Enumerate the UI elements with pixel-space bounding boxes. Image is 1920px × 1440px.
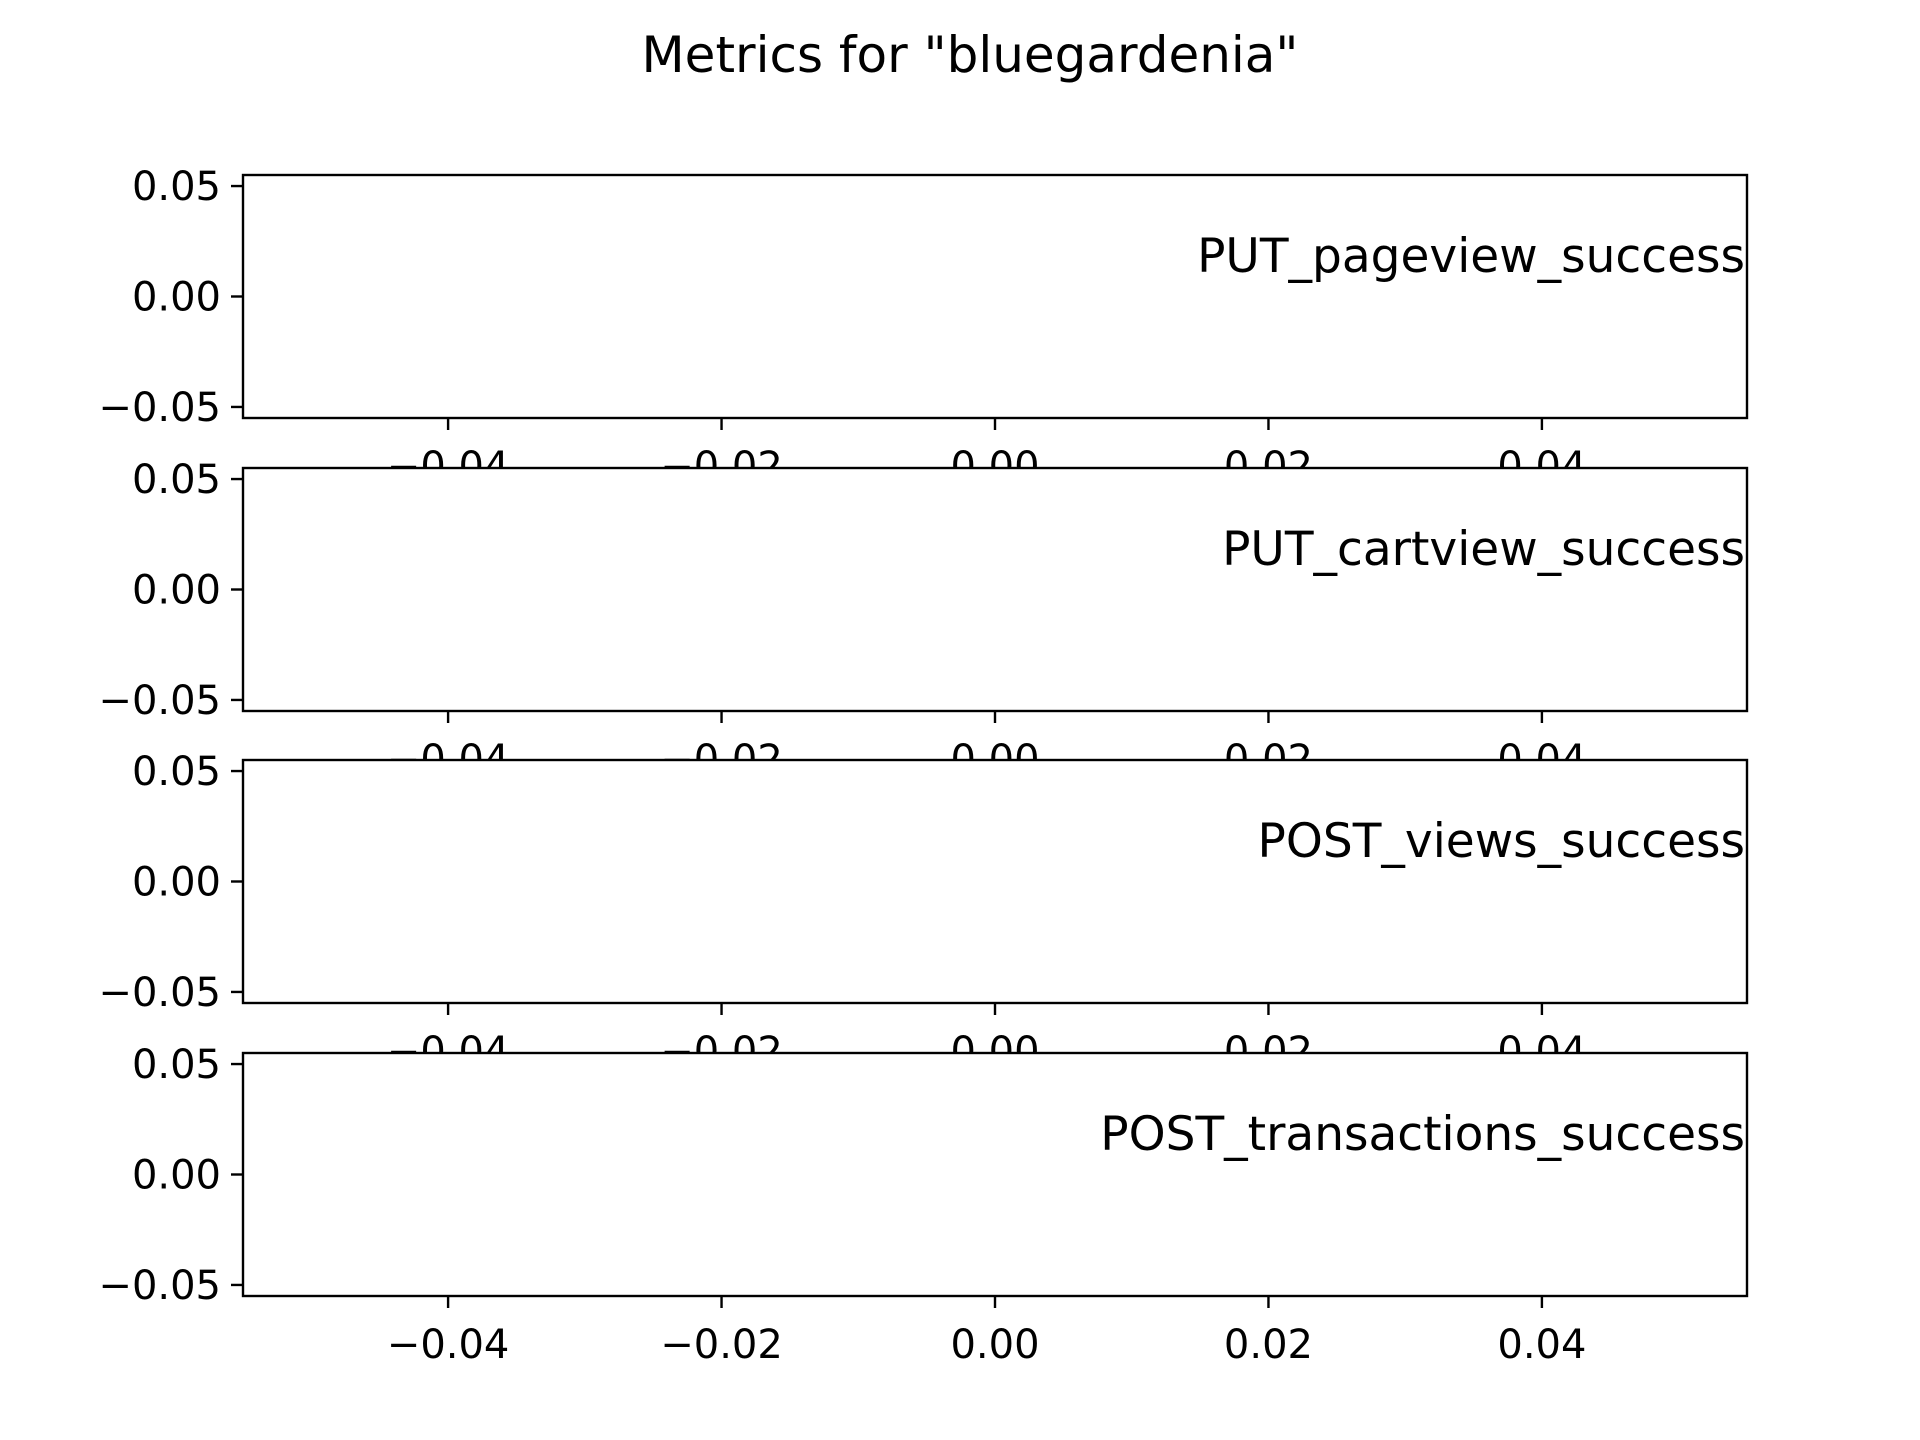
x-tick-label: −0.02	[660, 1322, 783, 1368]
axes-frame	[241, 758, 1749, 1005]
y-tick-label: 0.00	[132, 568, 221, 614]
subplot-axes-2: −0.05 0.00 0.05 PUT_cartview_success	[98, 457, 1749, 724]
y-tick-label: 0.05	[132, 457, 221, 503]
subplot-axes-4: −0.05 0.00 0.05 POST_transactions_success	[98, 1042, 1749, 1309]
x-tick-label: 0.04	[1497, 1322, 1586, 1368]
panel-label: POST_transactions_success	[1100, 1107, 1745, 1162]
y-tick-label: −0.05	[98, 385, 221, 431]
y-tick-label: 0.00	[132, 275, 221, 321]
y-tick-label: −0.05	[98, 970, 221, 1016]
subplot-panels: −0.04 −0.02 0.00 0.02 0.04−0.04 −0.02 0.00 0.02…	[98, 164, 1749, 1368]
y-tick-label: 0.05	[132, 164, 221, 210]
y-tick-label: −0.05	[98, 678, 221, 724]
x-tick-label: 0.02	[1224, 1322, 1313, 1368]
y-tick-label: 0.05	[132, 1042, 221, 1088]
axes-frame	[241, 173, 1749, 420]
panel-label: POST_views_success	[1258, 814, 1745, 869]
x-tick-label: 0.00	[950, 1322, 1039, 1368]
x-tick-label: −0.04	[387, 1322, 510, 1368]
panel-label: PUT_pageview_success	[1197, 229, 1745, 284]
y-tick-label: 0.05	[132, 749, 221, 795]
subplot-axes-1: −0.05 0.00 0.05 PUT_pageview_success	[98, 164, 1749, 431]
subplot-axes-3: −0.05 0.00 0.05 POST_views_success	[98, 749, 1749, 1016]
axes-frame	[241, 1051, 1749, 1298]
figure-title: Metrics for "bluegardenia"	[642, 26, 1299, 84]
subplot-4: −0.04 −0.02 0.00 0.02 0.04	[387, 1296, 1586, 1368]
axes-frame	[241, 466, 1749, 713]
y-tick-label: 0.00	[132, 860, 221, 906]
y-tick-label: 0.00	[132, 1153, 221, 1199]
panel-label: PUT_cartview_success	[1222, 522, 1745, 577]
y-tick-label: −0.05	[98, 1263, 221, 1309]
